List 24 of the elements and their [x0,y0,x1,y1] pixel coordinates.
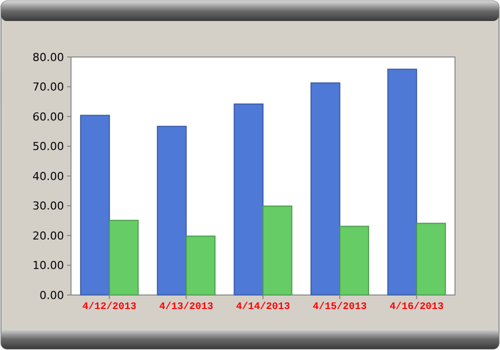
y-tick-label: 80.00 [32,50,64,64]
bar [108,220,139,296]
x-tick-label: 4/13/2013 [159,301,214,313]
bar [262,206,292,296]
bar [80,114,110,296]
bar [310,82,340,296]
y-tick-label: 70.00 [32,80,64,94]
bar [186,236,216,296]
x-tick-label: 4/12/2013 [82,301,136,313]
y-tick-label: 50.00 [32,140,64,154]
y-tick-label: 60.00 [32,110,64,124]
y-tick-label: 20.00 [32,229,64,242]
bar [234,104,264,296]
bar [387,68,418,296]
bar [416,222,446,296]
y-tick-label: 10.00 [32,259,64,272]
y-tick-label: 30.00 [32,200,64,213]
x-tick-label: 4/16/2013 [390,301,444,313]
bar [339,226,370,296]
x-tick-label: 4/14/2013 [236,301,290,313]
y-tick-label: 0.00 [40,288,64,302]
bar [156,126,187,296]
x-tick-label: 4/15/2013 [312,301,367,313]
y-tick-label: 40.00 [32,170,64,183]
